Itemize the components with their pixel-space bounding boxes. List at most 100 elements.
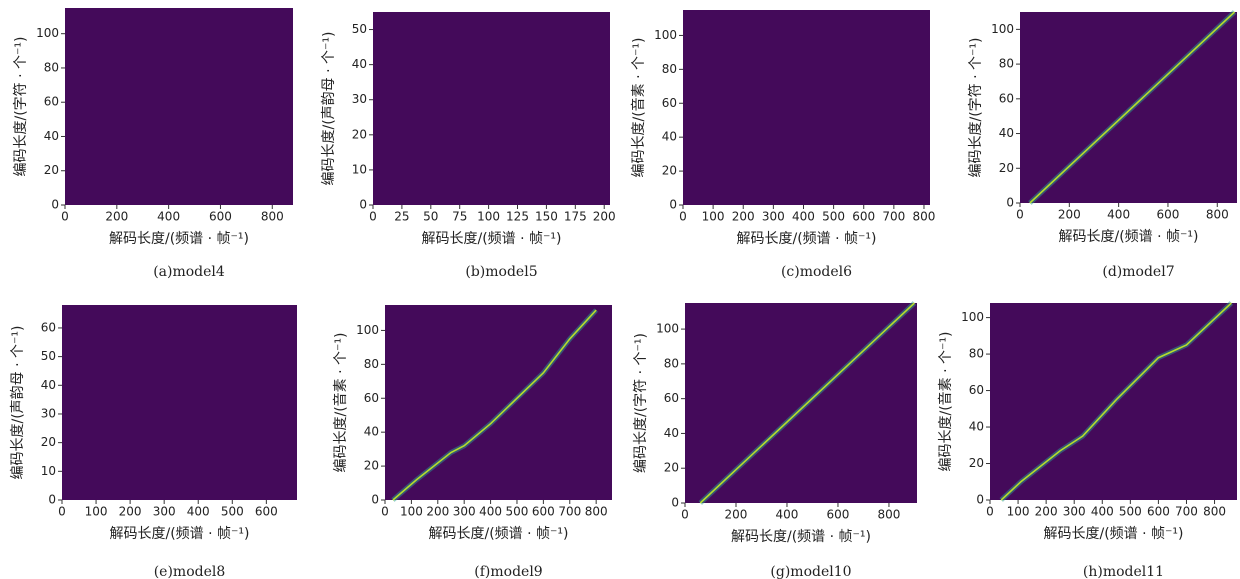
x-axis-label: 解码长度/(频谱 · 帧⁻¹) bbox=[1059, 229, 1199, 245]
y-tick-label: 60 bbox=[44, 95, 59, 109]
x-axis-label: 解码长度/(频谱 · 帧⁻¹) bbox=[422, 231, 562, 247]
y-tick-label: 80 bbox=[44, 60, 59, 74]
x-tick-label: 800 bbox=[1206, 208, 1229, 222]
x-tick-label: 0 bbox=[381, 505, 389, 519]
y-axis-label: 编码长度/(字符 · 个⁻¹) bbox=[968, 38, 984, 178]
x-tick-label: 400 bbox=[776, 508, 799, 522]
y-tick-label: 50 bbox=[41, 349, 56, 363]
y-tick-label: 40 bbox=[41, 378, 56, 392]
y-tick-label: 20 bbox=[969, 456, 984, 470]
y-tick-label: 60 bbox=[664, 391, 679, 405]
x-tick-label: 300 bbox=[1063, 505, 1086, 519]
heatmap-background bbox=[385, 305, 612, 500]
x-tick-label: 0 bbox=[679, 210, 687, 224]
x-tick-label: 400 bbox=[479, 505, 502, 519]
x-tick-label: 100 bbox=[85, 505, 108, 519]
x-tick-label: 700 bbox=[558, 505, 581, 519]
y-tick-label: 100 bbox=[654, 28, 677, 42]
x-tick-label: 0 bbox=[369, 210, 377, 224]
y-axis-label: 编码长度/(音素 · 个⁻¹) bbox=[937, 332, 954, 472]
y-tick-label: 10 bbox=[41, 464, 56, 478]
x-tick-label: 200 bbox=[725, 508, 748, 522]
x-tick-label: 700 bbox=[1175, 505, 1198, 519]
y-tick-label: 0 bbox=[359, 198, 367, 212]
y-tick-label: 20 bbox=[352, 127, 367, 141]
x-tick-label: 600 bbox=[852, 210, 875, 224]
y-tick-label: 40 bbox=[352, 57, 367, 71]
y-tick-label: 20 bbox=[364, 459, 379, 473]
y-tick-label: 0 bbox=[48, 493, 56, 507]
x-tick-label: 400 bbox=[1107, 208, 1130, 222]
y-tick-label: 100 bbox=[961, 310, 984, 324]
caption: (g)model10 bbox=[770, 564, 851, 579]
x-tick-label: 200 bbox=[1035, 505, 1058, 519]
x-axis-label: 解码长度/(频谱 · 帧⁻¹) bbox=[110, 526, 250, 542]
x-tick-label: 0 bbox=[58, 505, 66, 519]
x-tick-label: 500 bbox=[822, 210, 845, 224]
x-tick-label: 800 bbox=[585, 505, 608, 519]
caption: (h)model11 bbox=[1083, 564, 1164, 579]
x-tick-label: 600 bbox=[209, 210, 232, 224]
x-tick-label: 800 bbox=[913, 210, 936, 224]
x-tick-label: 175 bbox=[564, 210, 587, 224]
y-tick-label: 20 bbox=[44, 163, 59, 177]
x-tick-label: 600 bbox=[255, 505, 278, 519]
y-tick-label: 60 bbox=[969, 383, 984, 397]
x-tick-label: 0 bbox=[681, 508, 689, 522]
y-tick-label: 80 bbox=[364, 357, 379, 371]
x-axis-label: 解码长度/(频谱 · 帧⁻¹) bbox=[429, 526, 569, 542]
x-tick-label: 100 bbox=[477, 210, 500, 224]
y-tick-label: 60 bbox=[999, 91, 1014, 105]
heatmap-background bbox=[683, 10, 930, 205]
heatmap-background bbox=[373, 12, 610, 205]
y-tick-label: 60 bbox=[662, 96, 677, 110]
y-axis-label: 编码长度/(声韵母 · 个⁻¹) bbox=[321, 32, 337, 186]
x-tick-label: 800 bbox=[878, 508, 901, 522]
heatmap-background bbox=[65, 8, 293, 205]
y-tick-label: 20 bbox=[41, 435, 56, 449]
y-tick-label: 0 bbox=[669, 198, 677, 212]
y-tick-label: 60 bbox=[364, 391, 379, 405]
x-tick-label: 600 bbox=[532, 505, 555, 519]
x-tick-label: 75 bbox=[452, 210, 467, 224]
y-tick-label: 30 bbox=[352, 92, 367, 106]
x-tick-label: 200 bbox=[732, 210, 755, 224]
x-tick-label: 150 bbox=[535, 210, 558, 224]
y-tick-label: 20 bbox=[999, 161, 1014, 175]
x-tick-label: 100 bbox=[1007, 505, 1030, 519]
x-axis-label: 解码长度/(频谱 · 帧⁻¹) bbox=[1044, 526, 1184, 542]
heatmap-background bbox=[62, 305, 297, 500]
y-tick-label: 80 bbox=[969, 347, 984, 361]
x-tick-label: 400 bbox=[792, 210, 815, 224]
y-tick-label: 0 bbox=[371, 493, 379, 507]
y-tick-label: 100 bbox=[656, 322, 679, 336]
y-tick-label: 0 bbox=[1006, 196, 1014, 210]
y-axis-label: 编码长度/(字符 · 个⁻¹) bbox=[13, 37, 29, 177]
y-tick-label: 40 bbox=[969, 420, 984, 434]
y-tick-label: 50 bbox=[352, 22, 367, 36]
y-tick-label: 40 bbox=[44, 129, 59, 143]
y-axis-label: 编码长度/(声韵母 · 个⁻¹) bbox=[10, 326, 26, 480]
y-axis-label: 编码长度/(音素 · 个⁻¹) bbox=[332, 333, 349, 473]
caption: (d)model7 bbox=[1102, 264, 1174, 280]
x-tick-label: 500 bbox=[1119, 505, 1142, 519]
alignment-line bbox=[1000, 302, 1232, 501]
caption: (a)model4 bbox=[153, 264, 225, 280]
y-tick-label: 10 bbox=[352, 162, 367, 176]
y-tick-label: 80 bbox=[999, 57, 1014, 71]
x-tick-label: 300 bbox=[453, 505, 476, 519]
y-tick-label: 40 bbox=[664, 426, 679, 440]
x-tick-label: 50 bbox=[423, 210, 438, 224]
x-tick-label: 125 bbox=[506, 210, 529, 224]
x-tick-label: 200 bbox=[105, 210, 128, 224]
y-tick-label: 0 bbox=[671, 496, 679, 510]
y-tick-label: 60 bbox=[41, 320, 56, 334]
x-axis-label: 解码长度/(频谱 · 帧⁻¹) bbox=[737, 231, 877, 247]
caption: (c)model6 bbox=[781, 264, 852, 280]
y-tick-label: 0 bbox=[51, 198, 59, 212]
x-tick-label: 800 bbox=[261, 210, 284, 224]
y-tick-label: 100 bbox=[36, 26, 59, 40]
x-tick-label: 100 bbox=[400, 505, 423, 519]
alignment-line bbox=[1029, 11, 1236, 204]
y-tick-label: 20 bbox=[664, 461, 679, 475]
